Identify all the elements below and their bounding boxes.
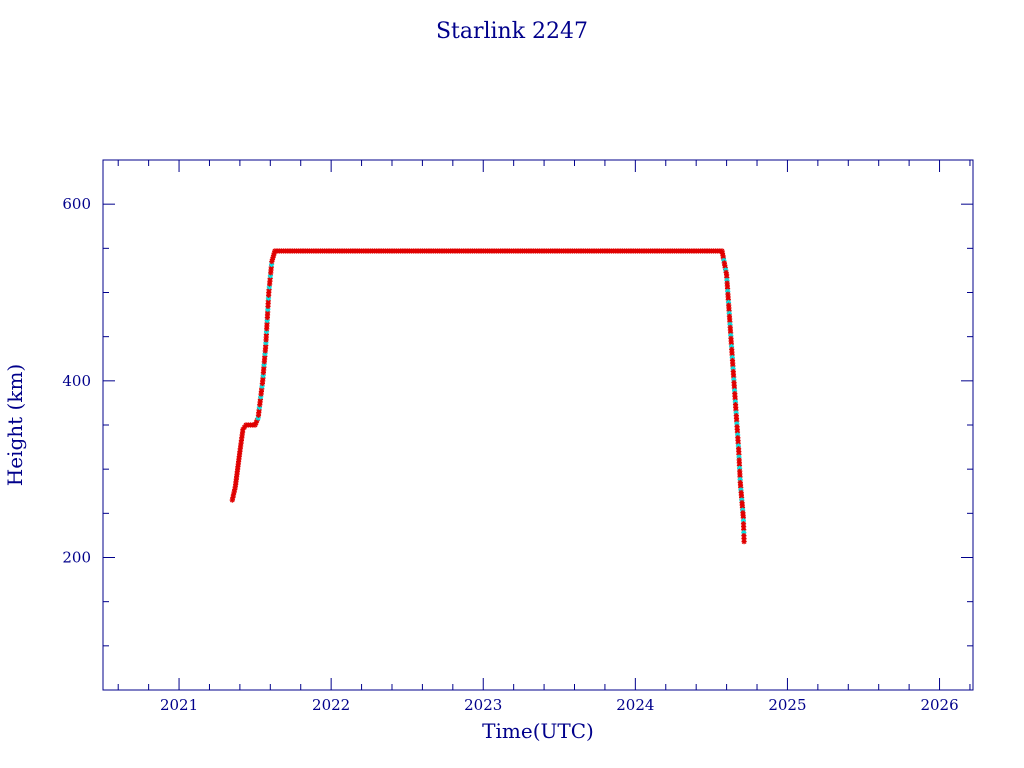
- y-axis-label: Height (km): [3, 364, 27, 486]
- x-tick-label: 2025: [768, 696, 806, 714]
- y-tick-label: 600: [62, 195, 91, 213]
- data-point: [741, 539, 747, 545]
- x-tick-label: 2024: [616, 696, 654, 714]
- x-tick-label: 2021: [160, 696, 198, 714]
- data-layer: [229, 248, 747, 545]
- chart-title: Starlink 2247: [436, 19, 588, 44]
- series-line: [231, 250, 745, 542]
- plot-frame: [102, 159, 974, 691]
- x-tick-label: 2026: [920, 696, 958, 714]
- x-tick-label: 2023: [464, 696, 502, 714]
- y-tick-label: 400: [62, 372, 91, 390]
- tick-labels-layer: 2021 2022 2023 2024 2025 2026 200 400 600: [62, 195, 958, 714]
- x-axis-label: Time(UTC): [482, 719, 594, 743]
- x-tick-label: 2022: [312, 696, 350, 714]
- ticks-layer: [103, 159, 973, 691]
- y-tick-label: 200: [62, 549, 91, 567]
